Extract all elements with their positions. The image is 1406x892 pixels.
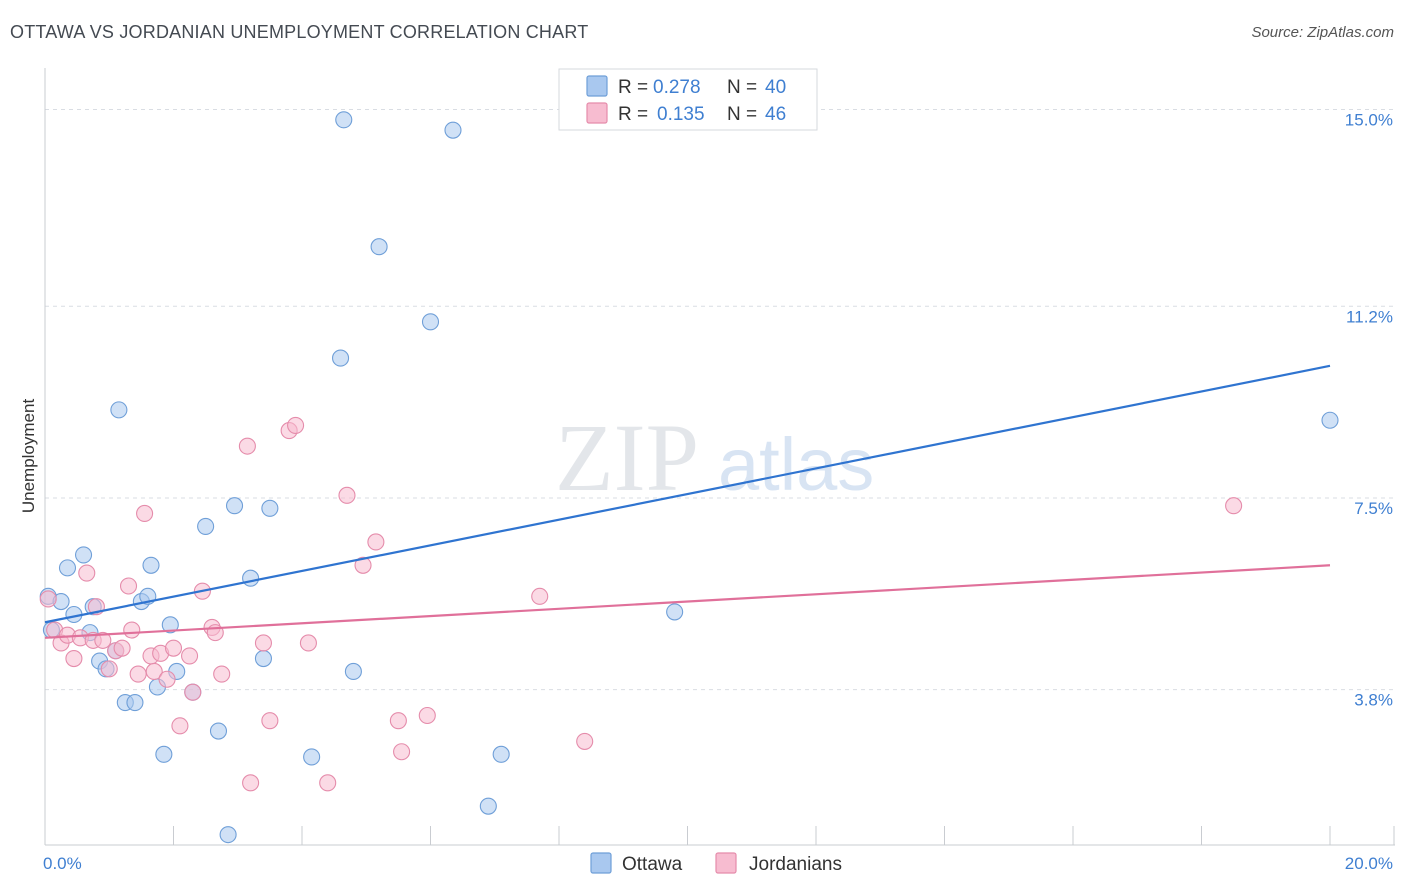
jordanian-point-37 bbox=[338, 486, 356, 504]
jordanian-point-12 bbox=[113, 639, 131, 657]
ottawa-point-4 bbox=[75, 546, 93, 564]
bottom-legend-swatch-jordanian bbox=[715, 852, 737, 874]
ottawa-point-15 bbox=[142, 556, 160, 574]
legend-r-label-jordanian: R = bbox=[618, 104, 648, 125]
jordanian-point-44 bbox=[576, 732, 594, 750]
x-tick-label-min: 0.0% bbox=[43, 854, 82, 873]
jordanian-point-28 bbox=[213, 665, 231, 683]
bottom-legend-label-ottawa: Ottawa bbox=[622, 854, 683, 875]
bottom-legend-swatch-ottawa bbox=[590, 852, 612, 874]
jordanian-point-29 bbox=[238, 437, 256, 455]
jordanian-point-36 bbox=[319, 774, 337, 792]
ottawa-point-22 bbox=[209, 722, 228, 740]
y-axis-tick-labels: 3.8% 7.5% 11.2% 15.0% bbox=[1345, 110, 1393, 709]
legend-n-label-jordanian: N = bbox=[727, 104, 757, 125]
y-tick-label-1: 7.5% bbox=[1354, 499, 1393, 518]
jordanian-point-0 bbox=[39, 590, 57, 608]
legend-swatch-ottawa bbox=[586, 75, 608, 97]
ottawa-point-38 bbox=[1321, 411, 1339, 429]
legend-n-value-jordanian: 46 bbox=[765, 104, 786, 125]
y-tick-label-0: 3.8% bbox=[1354, 691, 1393, 710]
legend-r-value-ottawa: 0.278 bbox=[653, 77, 701, 98]
jordanian-point-14 bbox=[123, 621, 141, 639]
ottawa-point-18 bbox=[161, 616, 179, 634]
ottawa-point-34 bbox=[444, 121, 462, 139]
jordanian-point-23 bbox=[181, 647, 199, 665]
ottawa-point-26 bbox=[254, 649, 273, 668]
jordanian-point-16 bbox=[136, 504, 154, 523]
x-axis-ticks bbox=[44, 826, 1395, 845]
jordanian-point-41 bbox=[393, 743, 411, 761]
gridlines bbox=[45, 108, 1395, 691]
jordanian-point-9 bbox=[94, 631, 112, 649]
ottawa-point-33 bbox=[421, 313, 440, 331]
jordanian-point-42 bbox=[418, 706, 436, 725]
source-label: Source: ZipAtlas.com bbox=[1251, 24, 1394, 41]
legend: R = 0.278 N = 40 R = 0.135 N = 46 bbox=[558, 68, 818, 131]
jordanian-point-13 bbox=[119, 577, 138, 595]
jordanian-point-31 bbox=[254, 634, 273, 652]
y-axis-label: Unemployment bbox=[19, 399, 38, 514]
jordanian-point-6 bbox=[78, 564, 96, 582]
ottawa-point-37 bbox=[666, 603, 684, 621]
jordanian-trend-line bbox=[44, 564, 1331, 639]
jordanian-point-20 bbox=[158, 670, 176, 688]
ottawa-point-21 bbox=[197, 517, 215, 535]
watermark-atlas: atlas bbox=[718, 423, 874, 506]
jordanian-point-21 bbox=[164, 639, 183, 657]
ottawa-trend-line bbox=[44, 364, 1331, 624]
ottawa-point-10 bbox=[110, 401, 128, 419]
jordanian-point-30 bbox=[242, 774, 260, 792]
jordanian-point-32 bbox=[261, 712, 279, 730]
jordanian-point-45 bbox=[1225, 497, 1243, 515]
jordanian-point-39 bbox=[367, 533, 385, 551]
y-tick-label-2: 11.2% bbox=[1346, 307, 1393, 326]
jordanian-point-38 bbox=[354, 556, 372, 574]
bottom-legend: Ottawa Jordanians bbox=[590, 852, 842, 875]
chart-title: OTTAWA VS JORDANIAN UNEMPLOYMENT CORRELA… bbox=[10, 22, 589, 42]
bottom-legend-label-jordanian: Jordanians bbox=[749, 854, 842, 875]
jordanian-point-18 bbox=[145, 662, 163, 681]
ottawa-point-36 bbox=[492, 745, 510, 763]
jordanian-point-40 bbox=[389, 712, 407, 730]
ottawa-point-28 bbox=[303, 748, 321, 766]
ottawa-point-2 bbox=[58, 559, 77, 577]
ottawa-point-24 bbox=[225, 497, 244, 515]
ottawa-point-17 bbox=[155, 745, 173, 763]
ottawa-point-35 bbox=[479, 797, 497, 815]
axes bbox=[44, 68, 1395, 846]
ottawa-point-30 bbox=[335, 111, 353, 129]
legend-r-value-jordanian: 0.135 bbox=[657, 104, 705, 125]
x-tick-label-max: 20.0% bbox=[1345, 854, 1393, 873]
ottawa-point-32 bbox=[370, 238, 388, 256]
legend-swatch-jordanian bbox=[586, 102, 608, 124]
y-tick-label-3: 15.0% bbox=[1345, 110, 1393, 129]
ottawa-point-25 bbox=[242, 569, 260, 587]
watermark-zip: ZIP bbox=[555, 404, 699, 511]
jordanian-point-15 bbox=[129, 665, 147, 683]
legend-n-value-ottawa: 40 bbox=[765, 77, 786, 98]
jordanian-point-35 bbox=[299, 634, 317, 652]
ottawa-point-29 bbox=[331, 349, 350, 367]
jordanian-point-22 bbox=[171, 717, 189, 735]
jordanian-point-4 bbox=[65, 649, 83, 668]
ottawa-point-23 bbox=[219, 826, 237, 844]
legend-n-label-ottawa: N = bbox=[727, 77, 757, 98]
ottawa-point-27 bbox=[261, 499, 279, 517]
legend-r-label-ottawa: R = bbox=[618, 77, 648, 98]
ottawa-point-12 bbox=[126, 693, 144, 712]
jordanian-point-34 bbox=[287, 416, 305, 434]
jordanian-point-10 bbox=[100, 660, 118, 678]
jordanian-point-24 bbox=[184, 683, 202, 701]
watermark: ZIP atlas bbox=[555, 404, 874, 511]
jordanian-point-43 bbox=[531, 587, 549, 605]
ottawa-point-31 bbox=[344, 662, 362, 681]
